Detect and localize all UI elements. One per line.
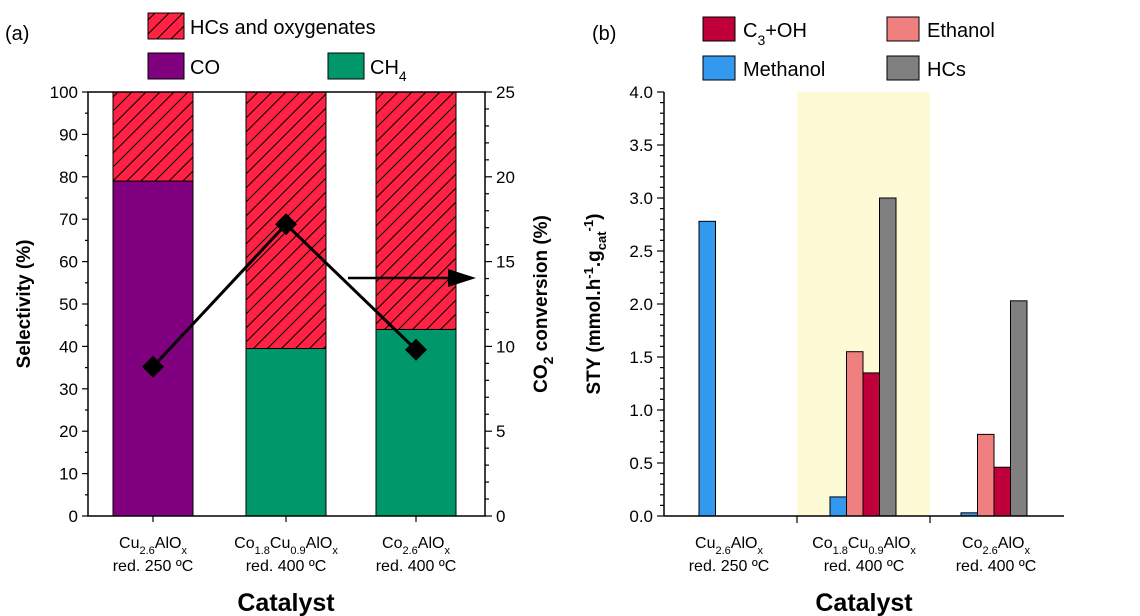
- legend-label-hcs: HCs: [927, 59, 966, 81]
- panel-a-legend: HCs and oxygenates CO CH4: [147, 12, 407, 84]
- legend-swatch-methanol: [702, 55, 736, 81]
- y2-tick-label: 25: [496, 83, 515, 102]
- y-tick-label: 90: [59, 125, 78, 144]
- y2-tick-label: 15: [496, 253, 515, 272]
- x-tick-label-reduction: red. 400 ºC: [956, 558, 1037, 575]
- x-tick-label-catalyst: Co1.8Cu0.9AlOx: [234, 535, 338, 557]
- bar-hcs-oxygenates: [112, 91, 194, 182]
- conversion-marker: [142, 355, 164, 378]
- conversion-marker: [275, 213, 297, 236]
- y2-tick-label: 10: [496, 337, 515, 356]
- panel-b-bars: [698, 197, 1028, 517]
- bar-methanol: [698, 220, 716, 517]
- bar-ch4: [245, 348, 327, 517]
- panel-b-label: (b): [592, 23, 616, 45]
- y-tick-label: 30: [59, 380, 78, 399]
- x-tick-label-reduction: red. 400 ºC: [824, 558, 905, 575]
- x-tick-label-catalyst: Cu2.6AlOx: [695, 535, 763, 557]
- legend-swatch-ch4: [327, 52, 365, 80]
- bar-hcs-oxygenates: [375, 91, 457, 330]
- panel-a-x-axis-title: Catalyst: [237, 589, 335, 616]
- panel-b-y-axis-title: STY (mmol.h-1.gcat-1): [581, 214, 609, 395]
- y-tick-label: 1.0: [629, 401, 653, 420]
- y-tick-label: 0.0: [629, 507, 653, 526]
- panel-b: (b) C3+OH Ethanol Methanol HCs 0.0 0.5 1.0 1.5…: [581, 16, 1064, 616]
- y-tick-label: 70: [59, 210, 78, 229]
- x-tick-label-reduction: red. 400 ºC: [246, 558, 327, 575]
- bar-c3oh: [862, 372, 880, 517]
- y-tick-label: 80: [59, 168, 78, 187]
- legend-swatch-hcs: [886, 55, 920, 81]
- x-tick-label-reduction: red. 400 ºC: [376, 558, 457, 575]
- y-tick-label: 3.0: [629, 189, 653, 208]
- panel-a-bars: [112, 91, 457, 517]
- y-tick-label: 20: [59, 422, 78, 441]
- y-tick-label: 60: [59, 253, 78, 272]
- x-tick-label-catalyst: Cu2.6AlOx: [119, 535, 187, 557]
- conversion-marker: [405, 338, 427, 361]
- legend-swatch-ethanol: [886, 16, 920, 42]
- panel-a-label: (a): [5, 23, 29, 45]
- bar-c3oh: [993, 466, 1011, 517]
- conversion-line: [142, 213, 427, 378]
- legend-label-methanol: Methanol: [743, 59, 825, 81]
- y2-tick-label: 5: [496, 422, 505, 441]
- y-tick-label: 2.0: [629, 295, 653, 314]
- panel-b-legend: C3+OH Ethanol Methanol HCs: [702, 16, 995, 81]
- legend-label-c3oh: C3+OH: [743, 20, 807, 48]
- y-tick-label: 100: [50, 83, 78, 102]
- legend-label-ch4: CH4: [370, 57, 407, 84]
- conversion-arrow: [348, 269, 476, 287]
- y-tick-label: 40: [59, 337, 78, 356]
- panel-a-y2-axis-title: CO2 conversion (%): [531, 215, 556, 393]
- panel-a-y-axis-title: Selectivity (%): [14, 240, 35, 369]
- x-tick-label-reduction: red. 250 ºC: [689, 558, 770, 575]
- y-tick-label: 0.5: [629, 454, 653, 473]
- x-tick-label-catalyst: Co1.8Cu0.9AlOx: [812, 535, 916, 557]
- legend-label-co: CO: [190, 57, 220, 79]
- panel-a-y2-axis: 0 5 10 15 20 25: [485, 83, 515, 526]
- panel-a-y-axis: 0 10 20 30 40 50 60 70 80 90 100: [50, 83, 88, 526]
- legend-swatch-c3oh: [702, 16, 736, 42]
- legend-swatch-co: [147, 52, 185, 80]
- bar-methanol: [829, 496, 847, 517]
- y-tick-label: 0: [69, 507, 78, 526]
- bar-ethanol: [977, 433, 995, 517]
- y-tick-label: 4.0: [629, 83, 653, 102]
- panel-b-x-axis-title: Catalyst: [815, 589, 913, 616]
- bar-hcs: [879, 197, 897, 517]
- y2-tick-label: 0: [496, 507, 505, 526]
- y2-tick-label: 20: [496, 168, 515, 187]
- y-tick-label: 1.5: [629, 348, 653, 367]
- legend-label-hcs-oxygenates: HCs and oxygenates: [190, 17, 376, 39]
- x-tick-label-reduction: red. 250 ºC: [113, 558, 194, 575]
- x-tick-label-catalyst: Co2.6AlOx: [382, 535, 450, 557]
- y-tick-label: 3.5: [629, 136, 653, 155]
- bar-hcs: [1010, 300, 1028, 517]
- y-tick-label: 2.5: [629, 242, 653, 261]
- y-tick-label: 10: [59, 465, 78, 484]
- y-tick-label: 50: [59, 295, 78, 314]
- x-tick-label-catalyst: Co2.6AlOx: [962, 535, 1030, 557]
- legend-swatch-hcs-oxygenates: [147, 12, 185, 40]
- bar-co: [112, 180, 194, 517]
- bar-ethanol: [846, 351, 864, 517]
- panel-b-y-axis: 0.0 0.5 1.0 1.5 2.0 2.5 3.0 3.5 4.0: [629, 83, 664, 526]
- legend-label-ethanol: Ethanol: [927, 20, 995, 42]
- panel-a: (a) HCs and oxygenates CO CH4 0 10 20 30 40 5…: [5, 12, 556, 616]
